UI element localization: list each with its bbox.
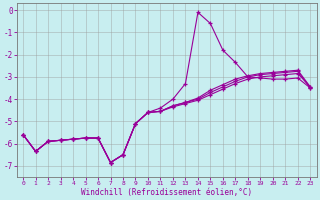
X-axis label: Windchill (Refroidissement éolien,°C): Windchill (Refroidissement éolien,°C) bbox=[81, 188, 252, 197]
